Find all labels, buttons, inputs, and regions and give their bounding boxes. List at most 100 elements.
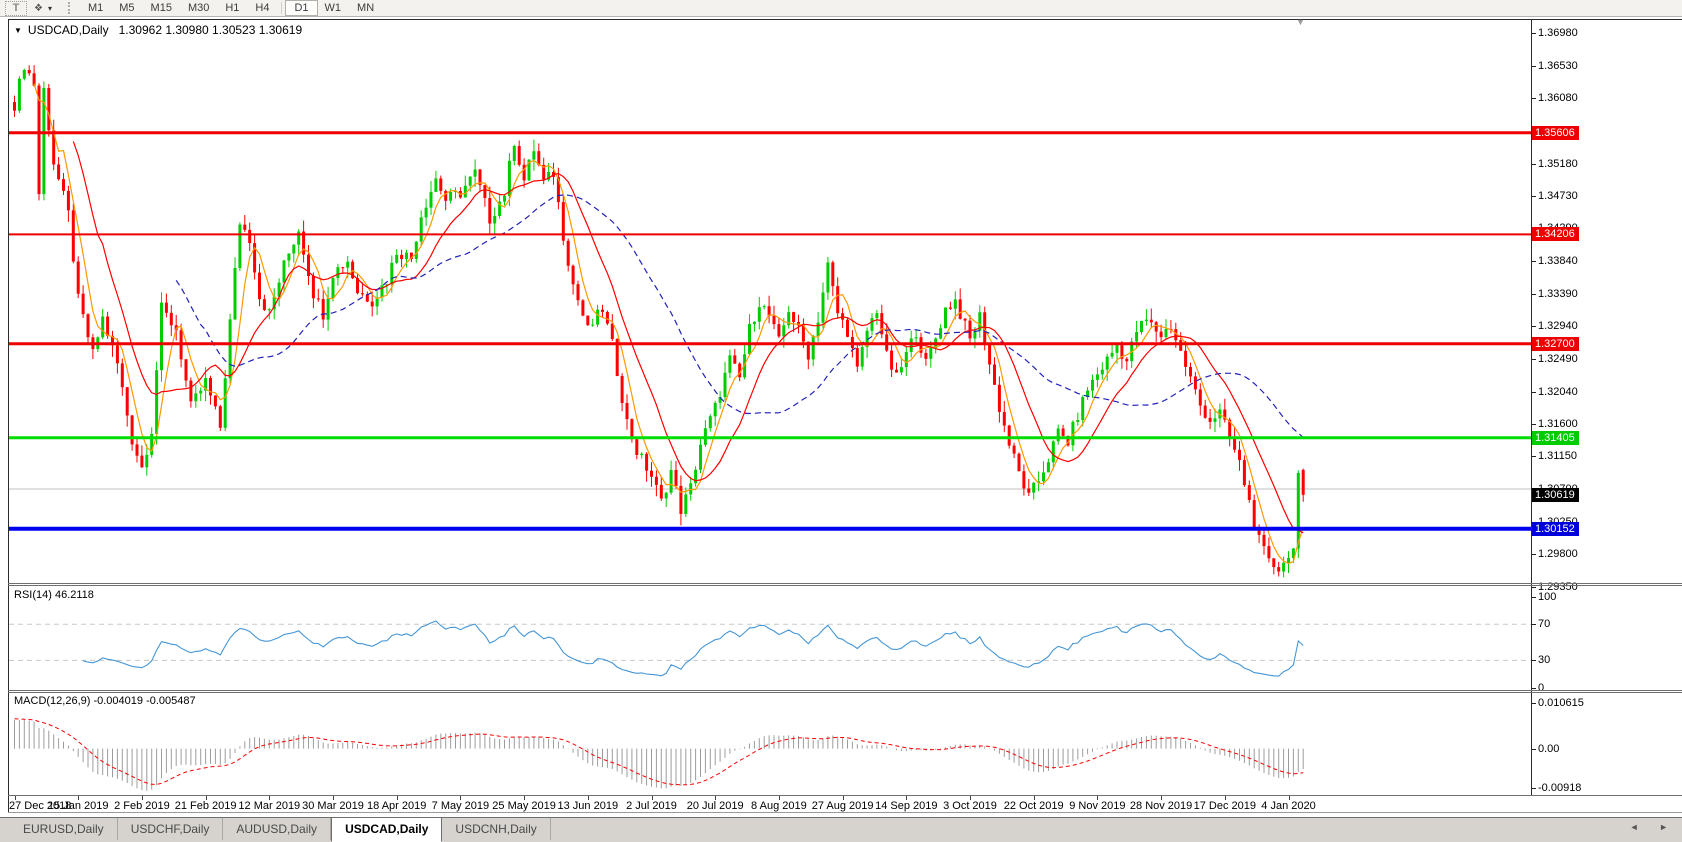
date-tick <box>587 796 589 800</box>
date-tick <box>651 796 653 800</box>
date-label: 8 Aug 2019 <box>751 800 807 812</box>
price-tick-label: 1.29800 <box>1538 548 1578 561</box>
tab-usdchf[interactable]: USDCHF,Daily <box>118 818 224 840</box>
price-tick-label: 1.32490 <box>1538 353 1578 365</box>
timeframe-button-m15[interactable]: M15 <box>150 2 172 14</box>
date-label: 27 Dec 2018 <box>9 800 72 812</box>
panel-separator <box>8 795 1682 796</box>
hline-price-label: 1.30152 <box>1532 521 1579 536</box>
date-tick <box>205 796 207 800</box>
chart-title: ▼ USDCAD,Daily 1.30962 1.30980 1.30523 1.3… <box>14 23 302 37</box>
date-tick <box>14 796 16 800</box>
price-tick-label: 1.31150 <box>1538 450 1577 463</box>
price-tick-label: 1.35180 <box>1538 157 1578 170</box>
caret-down-icon: ▾ <box>47 3 52 13</box>
toolbar: T ❖ ▾ M1 M5 M15 M30 H1 H4 D1 W1 MN <box>0 0 1682 17</box>
chart-shift-marker[interactable]: ▼ <box>1296 17 1305 27</box>
rsi-indicator-label: RSI(14) 46.2118 <box>14 589 94 601</box>
tab-usdcad[interactable]: USDCAD,Daily <box>331 817 443 842</box>
tab-usdcnh[interactable]: USDCNH,Daily <box>442 818 551 840</box>
date-tick <box>1288 796 1290 800</box>
tab-scroll-left-icon[interactable]: ◄ <box>1629 822 1639 832</box>
panel-separator[interactable] <box>8 692 1682 693</box>
price-axis[interactable]: 1.369801.365301.360801.356301.351801.347… <box>1531 19 1681 593</box>
price-tick-label: 1.36980 <box>1538 27 1578 39</box>
price-tick-label: 1.32940 <box>1538 320 1578 333</box>
date-tick <box>970 796 971 800</box>
date-label: 2 Feb 2019 <box>114 800 170 812</box>
date-label: 27 Aug 2019 <box>811 800 874 812</box>
current-price-label: 1.30619 <box>1532 487 1579 502</box>
chart-window-top-border <box>8 19 1682 20</box>
date-tick <box>1161 796 1163 800</box>
timeframe-button-m5[interactable]: M5 <box>119 2 135 14</box>
price-tick-dash <box>1532 293 1536 295</box>
price-axis-border <box>1531 19 1532 796</box>
macd-axis[interactable]: 0.010615 0.00 -0.00918 <box>1531 692 1681 795</box>
tab-audusd[interactable]: AUDUSD,Daily <box>223 818 332 840</box>
timeframe-button-d1[interactable]: D1 <box>285 0 318 16</box>
date-label: 4 Jan 2020 <box>1261 800 1316 812</box>
timeframe-button-w1[interactable]: W1 <box>324 2 342 14</box>
rsi-chart-canvas[interactable] <box>9 586 1531 689</box>
date-tick <box>333 796 334 800</box>
date-tick <box>715 796 717 800</box>
timeframe-button-m1[interactable]: M1 <box>87 2 104 14</box>
chart-window-bottom-border <box>8 812 1682 813</box>
date-tick <box>141 796 143 800</box>
timeframe-button-h4[interactable]: H4 <box>255 2 270 14</box>
date-label: 28 Nov 2019 <box>1129 800 1193 812</box>
date-label: 3 Oct 2019 <box>943 800 997 812</box>
timeframe-toolbar: M1 M5 M15 M30 H1 H4 D1 W1 MN <box>80 0 382 16</box>
hline-price-label: 1.31405 <box>1532 430 1579 445</box>
date-label: 13 Jun 2019 <box>557 800 619 812</box>
date-label: 25 May 2019 <box>492 800 556 812</box>
tabbar-separator <box>0 817 1682 818</box>
main-chart-canvas[interactable] <box>9 20 1531 583</box>
rsi-tick-label: 100 <box>1538 591 1557 603</box>
date-label: 17 Dec 2019 <box>1193 800 1256 812</box>
tab-scroll-right-icon[interactable]: ► <box>1659 822 1668 832</box>
price-tick-label: 1.32040 <box>1538 385 1578 398</box>
panel-separator[interactable] <box>8 583 1682 584</box>
price-tick-dash <box>1532 391 1536 393</box>
price-tick-dash <box>1532 423 1536 425</box>
timeframe-button-mn[interactable]: MN <box>357 2 375 14</box>
rsi-tick-dash <box>1532 597 1536 598</box>
price-tick-dash <box>1532 456 1536 458</box>
price-tick-label: 1.33390 <box>1538 287 1578 300</box>
date-tick <box>1224 796 1226 800</box>
price-tick-dash <box>1532 33 1536 34</box>
date-tick <box>778 796 780 800</box>
macd-chart-canvas[interactable] <box>9 692 1531 794</box>
panel-separator[interactable] <box>8 585 1682 586</box>
chart-symbol-label: USDCAD,Daily <box>27 23 109 37</box>
price-tick-dash <box>1532 65 1536 67</box>
price-tick-label: 1.34730 <box>1538 190 1578 203</box>
macd-tick-label: 0.010615 <box>1538 697 1584 709</box>
price-tick-dash <box>1532 261 1536 262</box>
price-tick-dash <box>1532 359 1536 360</box>
date-axis[interactable]: 27 Dec 2018 15 Jan 2019 2 Feb 2019 21 Feb 2… <box>9 796 1531 812</box>
macd-tick-dash <box>1532 748 1536 750</box>
date-tick <box>269 796 271 800</box>
rsi-axis[interactable]: 100 70 30 0 <box>1531 586 1681 694</box>
macd-tick-label: 0.00 <box>1538 742 1560 755</box>
hline-price-label: 1.34206 <box>1532 227 1579 242</box>
text-tool-button[interactable]: T <box>5 0 27 16</box>
chart-menu-icon[interactable]: ▼ <box>14 26 22 35</box>
macd-tick-dash <box>1532 703 1536 704</box>
price-tick-dash <box>1532 196 1536 198</box>
rsi-tick-dash <box>1532 624 1536 626</box>
arrange-icon: ❖ <box>34 2 43 14</box>
rsi-tick-dash <box>1532 660 1536 662</box>
date-label: 12 Mar 2019 <box>238 800 301 812</box>
tab-eurusd[interactable]: EURUSD,Daily <box>10 818 118 840</box>
timeframe-button-m30[interactable]: M30 <box>187 2 210 14</box>
date-label: 2 Jul 2019 <box>626 800 677 812</box>
rsi-tick-dash <box>1532 687 1536 689</box>
timeframe-button-h1[interactable]: H1 <box>225 2 240 14</box>
panel-separator[interactable] <box>8 690 1682 691</box>
arrange-symbols-button[interactable]: ❖ ▾ <box>30 2 56 15</box>
